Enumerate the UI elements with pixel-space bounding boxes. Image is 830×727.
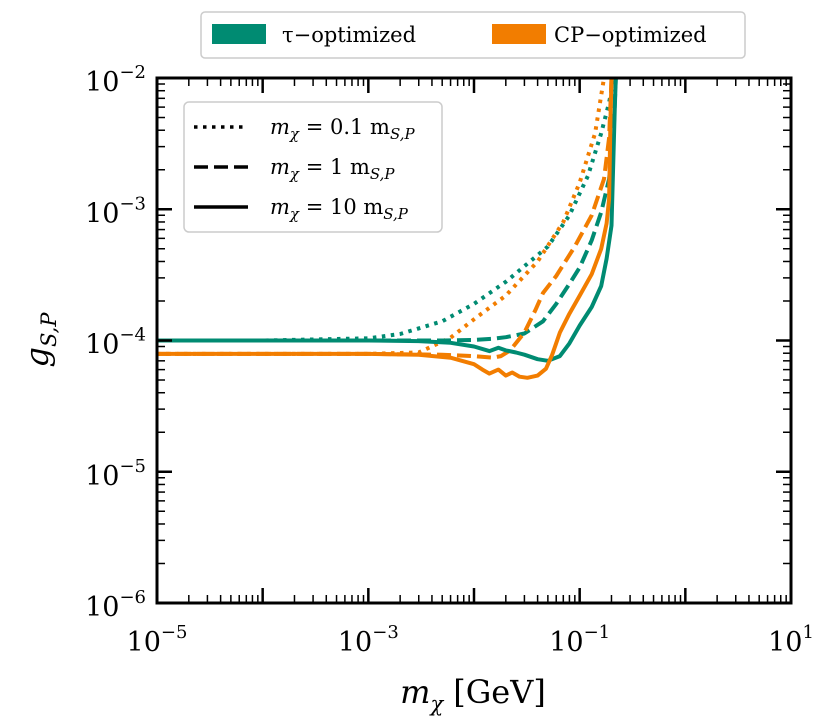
color-legend-frame <box>200 11 746 59</box>
x-axis-label: mχ [GeV] <box>400 673 546 716</box>
x-tick-label: 10−5 <box>127 622 188 658</box>
legend-label-dashed: mχ = 1 mS,P <box>270 155 395 183</box>
legend-swatch-cp <box>492 24 546 44</box>
y-tick-label: 10−3 <box>85 193 146 229</box>
legend-label-tau: τ−optimized <box>282 23 416 47</box>
x-tick-label: 10−1 <box>549 622 610 658</box>
y-tick-label: 10−5 <box>85 456 146 492</box>
legend-label-cp: CP−optimized <box>554 23 707 47</box>
series-layer <box>157 77 618 380</box>
legend-label-dotted: mχ = 0.1 mS,P <box>270 115 415 143</box>
y-tick-label: 10−2 <box>85 62 146 98</box>
style-legend-frame <box>183 101 443 233</box>
x-tick-label: 10−3 <box>338 622 399 658</box>
series-line-3-dashed <box>157 77 614 360</box>
y-tick-label: 10−4 <box>85 325 146 361</box>
style-legend: mχ = 0.1 mS,P mχ = 1 mS,P mχ = 10 mS,P <box>183 101 443 233</box>
legend-label-solid: mχ = 10 mS,P <box>270 195 409 223</box>
major-ticks <box>155 76 793 605</box>
y-axis-label: gS,P <box>18 312 61 368</box>
series-line-0-dotted <box>157 77 616 343</box>
x-tick-label: 101 <box>768 622 814 658</box>
color-legend: τ−optimized CP−optimized <box>200 11 746 59</box>
y-tick-label: 10−6 <box>85 587 146 623</box>
series-line-5-solid <box>157 77 614 380</box>
series-line-2-dashed <box>157 77 618 343</box>
legend-swatch-tau <box>212 24 266 44</box>
